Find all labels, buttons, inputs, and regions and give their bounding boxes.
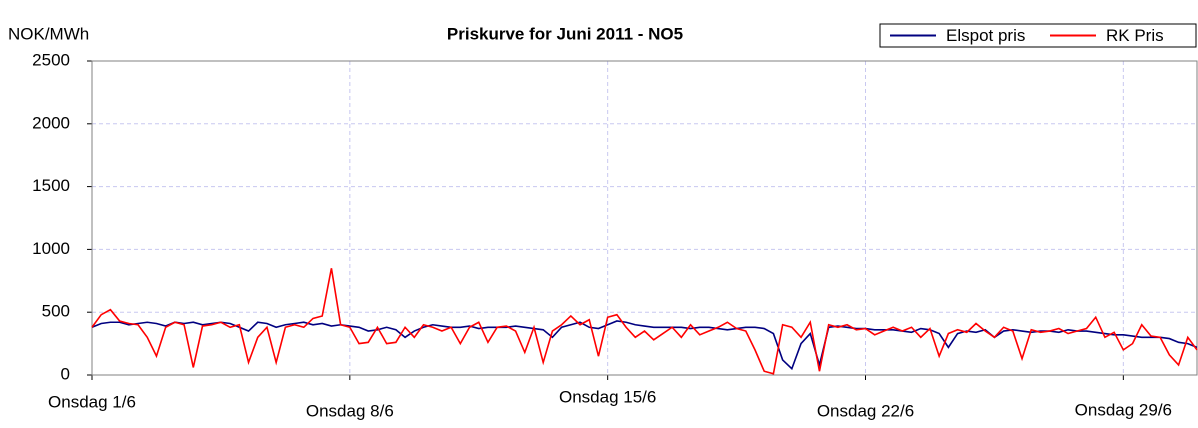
legend-label: RK Pris bbox=[1106, 26, 1164, 45]
x-tick-label: Onsdag 22/6 bbox=[817, 401, 914, 420]
y-tick-label: 1500 bbox=[32, 176, 70, 195]
x-tick-label: Onsdag 29/6 bbox=[1075, 400, 1172, 419]
chart-title: Priskurve for Juni 2011 - NO5 bbox=[447, 24, 683, 43]
legend-box bbox=[879, 23, 1197, 48]
series-line bbox=[91, 268, 1198, 375]
y-tick-label: 1000 bbox=[32, 239, 70, 258]
series-line bbox=[91, 320, 1198, 371]
x-tick-label: Onsdag 1/6 bbox=[48, 392, 136, 411]
y-tick-label: 2500 bbox=[32, 50, 70, 69]
x-tick-label: Onsdag 8/6 bbox=[306, 401, 394, 420]
y-tick-label: 0 bbox=[61, 364, 70, 383]
x-tick-label: Onsdag 15/6 bbox=[559, 387, 656, 406]
legend-label: Elspot pris bbox=[946, 26, 1025, 45]
y-tick-label: 500 bbox=[42, 302, 70, 321]
y-tick-label: 2000 bbox=[32, 113, 70, 132]
plot-frame bbox=[91, 60, 1198, 376]
y-axis-label: NOK/MWh bbox=[8, 24, 89, 43]
